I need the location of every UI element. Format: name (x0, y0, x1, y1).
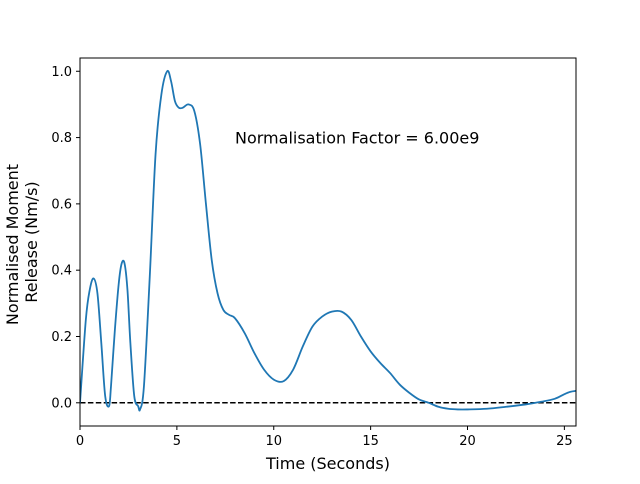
x-tick-label: 5 (173, 434, 181, 449)
y-tick-label: 0.2 (51, 330, 72, 345)
x-tick-label: 10 (265, 434, 282, 449)
x-axis-ticks: 0 5 10 15 20 25 (76, 426, 573, 449)
moment-release-series-line (80, 69, 576, 412)
y-tick-label: 1.0 (51, 65, 72, 80)
x-tick-label: 0 (76, 434, 84, 449)
y-axis-label-line-1: Normalised Moment (3, 164, 22, 325)
y-tick-label: 0.8 (51, 131, 72, 146)
y-axis-label: Normalised Moment Release (Nm/s) (3, 159, 41, 325)
x-axis-label: Time (Seconds) (265, 454, 390, 473)
x-tick-label: 25 (556, 434, 573, 449)
y-tick-label: 0.0 (51, 396, 72, 411)
x-tick-label: 15 (362, 434, 379, 449)
y-axis-ticks: 0.0 0.2 0.4 0.6 0.8 1.0 (51, 65, 80, 411)
normalisation-annotation: Normalisation Factor = 6.00e9 (235, 129, 479, 148)
y-tick-label: 0.4 (51, 264, 72, 279)
plot-content (80, 69, 576, 412)
x-tick-label: 20 (459, 434, 476, 449)
y-axis-label-line-2: Release (Nm/s) (22, 181, 41, 302)
y-tick-label: 0.6 (51, 197, 72, 212)
plot-frame (79, 57, 577, 427)
